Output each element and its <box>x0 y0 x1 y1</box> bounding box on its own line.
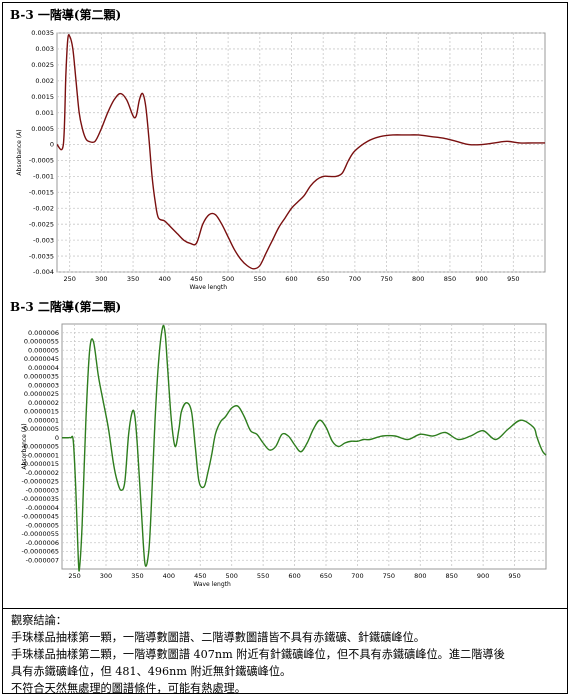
second-derivative-chart: 0.0000060.00000550.0000050.00000450.0000… <box>21 323 547 588</box>
x-tick-label: 850 <box>446 572 458 580</box>
y-tick-label: -0.000007 <box>26 556 59 564</box>
x-tick-label: 900 <box>475 275 487 283</box>
y-tick-label: 0.0025 <box>31 61 54 69</box>
y-tick-label: 0.003 <box>35 45 54 53</box>
plot-area <box>56 32 546 273</box>
y-tick-label: 0.000004 <box>28 364 59 372</box>
y-tick-label: -0.0025 <box>29 220 54 228</box>
y-tick-label: 0 <box>50 141 54 149</box>
x-tick-label: 600 <box>285 275 297 283</box>
x-tick-label: 600 <box>288 572 300 580</box>
y-tick-label: 0.0000035 <box>24 373 59 381</box>
x-tick-label: 500 <box>226 572 238 580</box>
chart-2-title: B-3 二階導(第二顆) <box>10 300 122 314</box>
y-tick-label: 0.002 <box>35 77 54 85</box>
conclusion-panel: 觀察結論： 手珠樣品抽樣第一顆，一階導數圖譜、二階導數圖譜皆不具有赤鐵礦、針鐵礦… <box>3 608 567 695</box>
y-tick-label: -0.000002 <box>26 469 59 477</box>
y-tick-label: -0.0000015 <box>22 460 60 468</box>
series-line <box>56 34 545 270</box>
x-tick-label: 300 <box>95 275 107 283</box>
x-tick-label: 750 <box>383 572 395 580</box>
y-tick-label: 0.0005 <box>31 125 54 133</box>
x-tick-label: 700 <box>351 572 363 580</box>
x-tick-label: 250 <box>63 275 75 283</box>
x-tick-label: 500 <box>222 275 234 283</box>
y-tick-label: -0.0000005 <box>22 443 60 451</box>
x-tick-label: 900 <box>477 572 489 580</box>
y-tick-label: -0.0000065 <box>22 548 60 556</box>
y-tick-label: -0.0000045 <box>22 513 60 521</box>
conclusion-line-3: 具有赤鐵礦峰位，但 481、496nm 附近無針鐵礦峰位。 <box>11 665 292 678</box>
x-tick-label: 450 <box>190 275 202 283</box>
chart-1-title: B-3 一階導(第二顆) <box>10 8 122 22</box>
x-tick-label: 250 <box>68 572 80 580</box>
y-tick-label: -0.0035 <box>29 252 54 260</box>
x-tick-label: 950 <box>508 572 520 580</box>
x-tick-label: 950 <box>507 275 519 283</box>
x-axis-label: Wave length <box>193 581 231 588</box>
y-axis-label: Absorbance (A) <box>21 423 28 469</box>
x-tick-label: 550 <box>257 572 269 580</box>
y-tick-label: 0.000005 <box>28 346 59 354</box>
x-axis-label: Wave length <box>190 284 228 291</box>
y-tick-label: 0.0000045 <box>24 355 59 363</box>
y-tick-label: -0.0015 <box>29 189 54 197</box>
x-tick-label: 800 <box>414 572 426 580</box>
x-tick-label: 350 <box>127 275 139 283</box>
x-tick-label: 300 <box>100 572 112 580</box>
series-line <box>62 324 547 572</box>
y-tick-label: 0.0035 <box>31 29 54 37</box>
y-tick-label: 0.0000025 <box>24 390 59 398</box>
y-tick-label: -0.001 <box>33 173 54 181</box>
x-tick-label: 750 <box>380 275 392 283</box>
y-tick-label: -0.000005 <box>26 521 59 529</box>
x-tick-label: 550 <box>254 275 266 283</box>
x-tick-label: 400 <box>159 275 171 283</box>
x-tick-label: 700 <box>349 275 361 283</box>
y-tick-label: -0.003 <box>33 236 54 244</box>
conclusion-line-2: 手珠樣品抽樣第二顆，一階導數圖譜 407nm 附近有針鐵礦峰位，但不具有赤鐵礦峰… <box>11 648 505 661</box>
y-tick-label: 0.000001 <box>28 416 59 424</box>
x-tick-label: 350 <box>131 572 143 580</box>
y-tick-label: 0 <box>55 434 59 442</box>
conclusion-line-4: 不符合天然無處理的圖譜條件，可能有熱處理。 <box>11 682 246 695</box>
x-tick-label: 800 <box>412 275 424 283</box>
y-tick-label: -0.000003 <box>26 486 59 494</box>
y-tick-label: 0.000006 <box>28 329 59 337</box>
y-tick-label: -0.000004 <box>26 504 59 512</box>
x-tick-label: 450 <box>194 572 206 580</box>
y-tick-label: -0.0000025 <box>22 478 60 486</box>
conclusion-line-1: 手珠樣品抽樣第一顆，一階導數圖譜、二階導數圖譜皆不具有赤鐵礦、針鐵礦峰位。 <box>11 631 425 644</box>
y-tick-label: -0.0005 <box>29 157 54 165</box>
y-tick-label: 0.0000055 <box>24 338 59 346</box>
x-tick-label: 650 <box>317 275 329 283</box>
x-tick-label: 650 <box>320 572 332 580</box>
y-tick-label: 0.0000015 <box>24 408 59 416</box>
x-tick-label: 850 <box>444 275 456 283</box>
y-tick-label: -0.002 <box>33 204 54 212</box>
y-tick-label: 0.000002 <box>28 399 59 407</box>
y-tick-label: -0.000001 <box>26 451 59 459</box>
y-tick-label: -0.004 <box>33 268 54 276</box>
y-tick-label: 0.001 <box>35 109 54 117</box>
y-tick-label: 0.0000005 <box>24 425 59 433</box>
y-axis-label: Absorbance (A) <box>16 129 23 175</box>
y-tick-label: -0.0000035 <box>22 495 60 503</box>
y-tick-label: 0.0015 <box>31 93 54 101</box>
y-tick-label: 0.000003 <box>28 381 59 389</box>
y-tick-label: -0.0000055 <box>22 530 60 538</box>
y-tick-label: -0.000006 <box>26 539 59 547</box>
conclusion-heading: 觀察結論： <box>11 614 67 627</box>
x-tick-label: 400 <box>163 572 175 580</box>
first-derivative-chart: 0.0035 0.003 0.0025 0.002 0.0015 0.001 0.0005 0… <box>16 29 546 291</box>
